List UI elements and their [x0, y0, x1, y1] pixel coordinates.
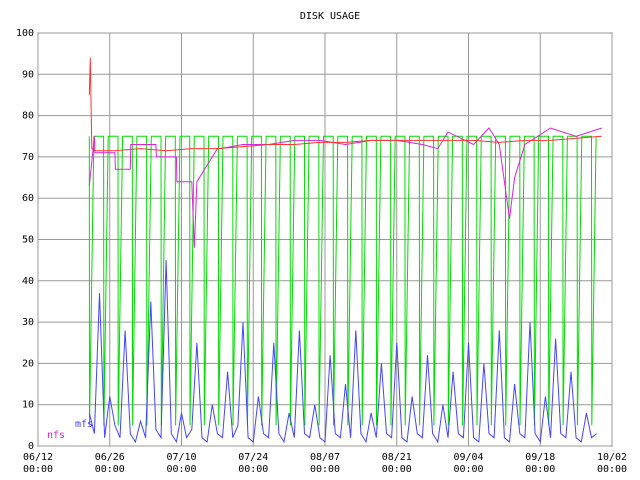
x-tick-label: 08/21 00:00 [381, 452, 412, 475]
y-tick-label: 40 [22, 276, 34, 287]
y-tick-label: 10 [22, 400, 34, 411]
legend-label: mfs [75, 419, 93, 430]
x-tick-label: 09/18 00:00 [525, 452, 556, 475]
x-tick-label: 10/02 00:00 [596, 452, 628, 475]
y-tick-label: 60 [22, 193, 34, 204]
series-line [88, 260, 597, 444]
y-tick-label: 50 [22, 235, 34, 246]
x-tick-label: 07/10 00:00 [166, 452, 197, 475]
legend-label: nfs [47, 430, 65, 441]
y-tick-label: 70 [22, 152, 34, 163]
y-tick-label: 80 [22, 111, 34, 122]
x-tick-label: 08/07 00:00 [309, 452, 341, 475]
series-line [88, 57, 602, 152]
series-line [88, 127, 602, 248]
x-tick-label: 07/24 00:00 [238, 452, 269, 475]
x-tick-label: 09/04 00:00 [453, 452, 484, 475]
chart-title: DISK USAGE [300, 11, 360, 22]
y-tick-label: 0 [28, 441, 34, 452]
y-tick-label: 90 [22, 69, 34, 80]
series-line [88, 135, 597, 426]
x-tick-label: 06/12 00:00 [22, 452, 54, 475]
x-tick-label: 06/26 00:00 [94, 452, 125, 475]
y-tick-label: 100 [16, 28, 34, 39]
y-tick-label: 30 [22, 317, 34, 328]
y-tick-label: 20 [22, 358, 34, 369]
